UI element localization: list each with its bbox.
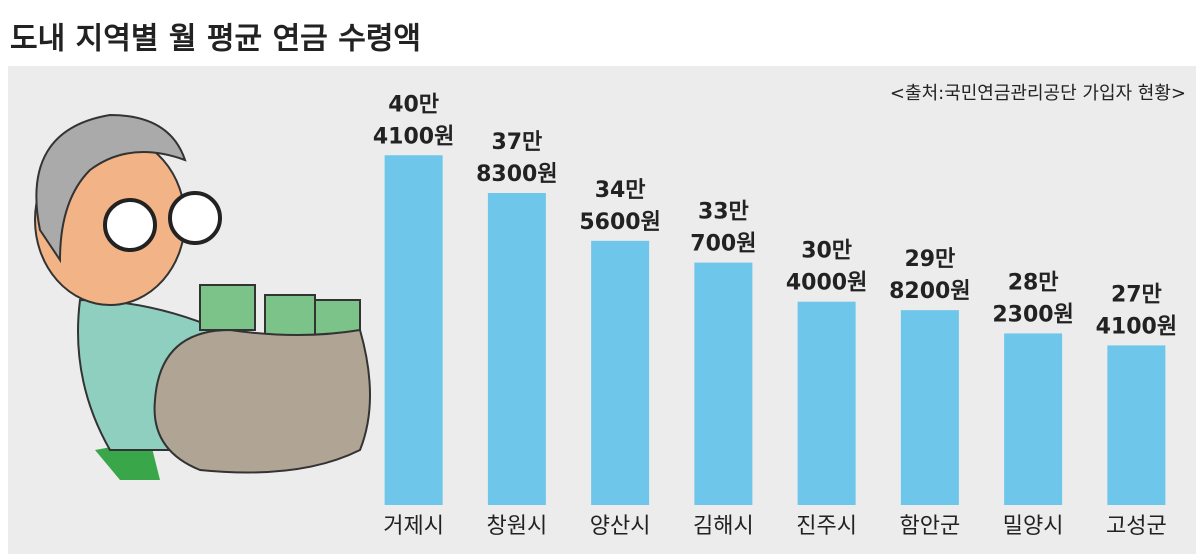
bar <box>591 240 650 505</box>
value-label: 34만 <box>595 178 646 203</box>
x-tick-label: 고성군 <box>1106 514 1167 539</box>
bar <box>487 192 546 506</box>
x-tick-label: 진주시 <box>796 514 857 539</box>
x-tick-label: 김해시 <box>693 514 754 539</box>
value-label: 27만 <box>1111 282 1162 307</box>
value-label: 700원 <box>690 232 756 257</box>
x-tick-label: 밀양시 <box>1003 514 1064 539</box>
x-tick-label: 창원시 <box>487 514 548 539</box>
bar <box>797 301 856 505</box>
value-label: 37만 <box>491 130 542 155</box>
bar <box>694 262 753 505</box>
value-label: 5600원 <box>579 210 660 235</box>
value-label: 28만 <box>1008 270 1059 295</box>
source-note: <출처:국민연금관리공단 가입자 현황> <box>890 83 1186 104</box>
chart-title: 도내 지역별 월 평균 연금 수령액 <box>10 22 421 57</box>
bar <box>384 155 443 506</box>
bar <box>900 310 959 505</box>
bar <box>1004 333 1063 505</box>
bar <box>1107 345 1166 505</box>
value-label: 30만 <box>801 239 852 264</box>
value-label: 8200원 <box>889 279 970 304</box>
x-tick-label: 거제시 <box>383 514 444 539</box>
value-label: 4100원 <box>373 124 454 149</box>
value-label: 4000원 <box>786 271 867 296</box>
illustration <box>34 113 371 480</box>
value-label: 8300원 <box>476 162 557 187</box>
value-label: 33만 <box>698 200 749 225</box>
value-label: 40만 <box>388 92 439 117</box>
x-tick-label: 양산시 <box>590 514 651 539</box>
value-label: 29만 <box>904 247 955 272</box>
value-label: 2300원 <box>992 302 1073 327</box>
x-tick-label: 함안군 <box>900 514 961 539</box>
value-label: 4100원 <box>1096 314 1177 339</box>
